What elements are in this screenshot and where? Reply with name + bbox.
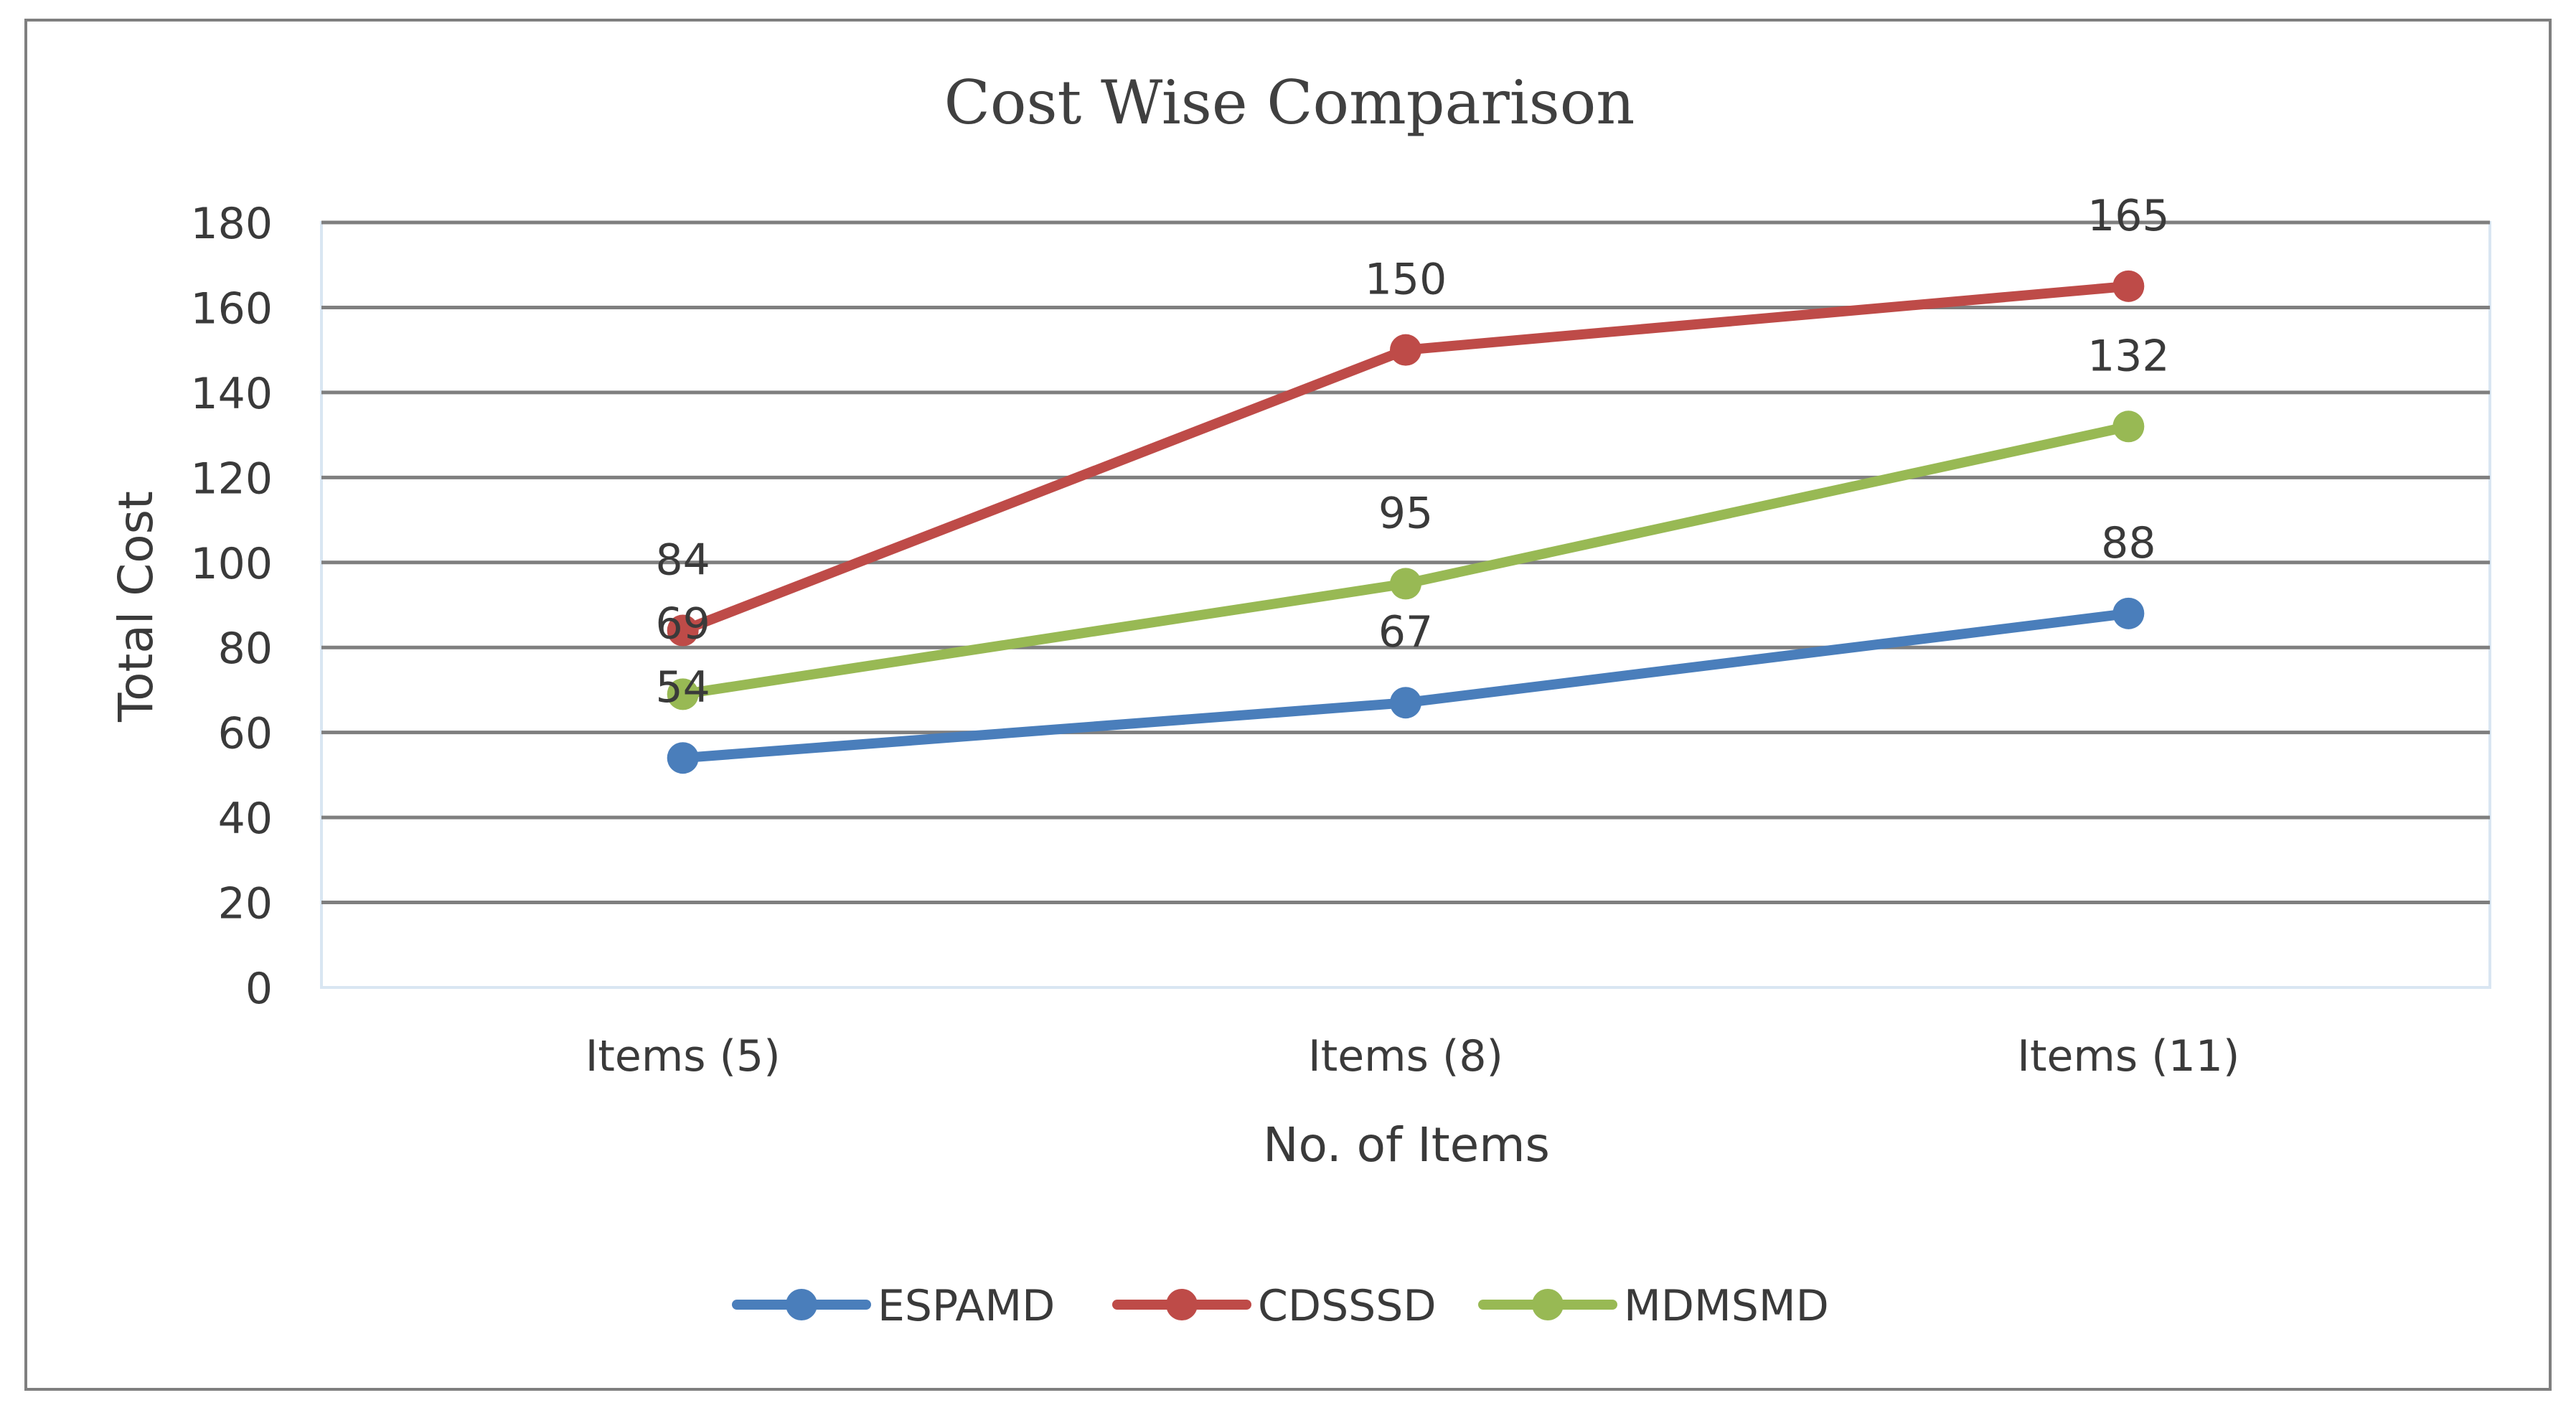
data-label-mdmsmd: 69	[655, 598, 710, 649]
data-point-espamd	[2112, 597, 2145, 629]
legend-marker-espamd	[786, 1289, 817, 1320]
y-tick-label: 100	[190, 539, 273, 589]
y-tick-label: 20	[218, 879, 273, 929]
data-point-cdsssd	[667, 614, 699, 647]
x-tick-label: Items (11)	[2017, 1031, 2239, 1081]
data-label-mdmsmd: 132	[2087, 331, 2170, 381]
y-tick-label: 180	[190, 199, 273, 249]
chart-frame	[24, 19, 2552, 1391]
legend-marker-cdsssd	[1166, 1289, 1198, 1320]
data-point-cdsssd	[2112, 270, 2145, 302]
legend-label-espamd: ESPAMD	[878, 1281, 1055, 1331]
y-tick-label: 40	[218, 794, 273, 844]
plot-area: 0 20 40 60 80 100 120 140 160 180 Items (5) Items (…	[190, 191, 2491, 1081]
data-label-espamd: 88	[2101, 518, 2156, 568]
x-tick-label: Items (5)	[586, 1031, 781, 1081]
data-label-cdsssd: 165	[2087, 191, 2170, 241]
y-axis-title: Total Cost	[108, 491, 164, 723]
x-tick-label: Items (8)	[1308, 1031, 1503, 1081]
y-tick-label: 80	[218, 624, 273, 674]
legend-label-cdsssd: CDSSSD	[1258, 1281, 1437, 1331]
data-point-espamd	[1390, 687, 1421, 719]
data-point-mdmsmd	[1390, 568, 1421, 600]
legend-label-mdmsmd: MDMSMD	[1624, 1281, 1829, 1331]
legend: ESPAMD CDSSSD MDMSMD	[732, 1281, 1829, 1331]
chart-title: Cost Wise Comparison	[944, 67, 1635, 138]
data-label-cdsssd: 84	[655, 535, 710, 586]
data-label-espamd: 67	[1378, 607, 1433, 657]
y-tick-label: 120	[190, 454, 273, 504]
data-point-cdsssd	[1390, 334, 1421, 366]
legend-marker-mdmsmd	[1532, 1289, 1564, 1320]
x-axis-title: No. of Items	[1263, 1117, 1550, 1173]
y-tick-label: 160	[190, 283, 273, 334]
data-label-cdsssd: 150	[1365, 255, 1447, 305]
y-tick-label: 0	[245, 964, 273, 1014]
data-label-espamd: 54	[655, 662, 710, 713]
data-point-espamd	[667, 742, 699, 774]
data-label-mdmsmd: 95	[1378, 488, 1433, 538]
y-tick-label: 140	[190, 369, 273, 419]
y-tick-label: 60	[218, 709, 273, 759]
data-point-mdmsmd	[2112, 410, 2145, 443]
data-point-mdmsmd	[667, 678, 699, 710]
